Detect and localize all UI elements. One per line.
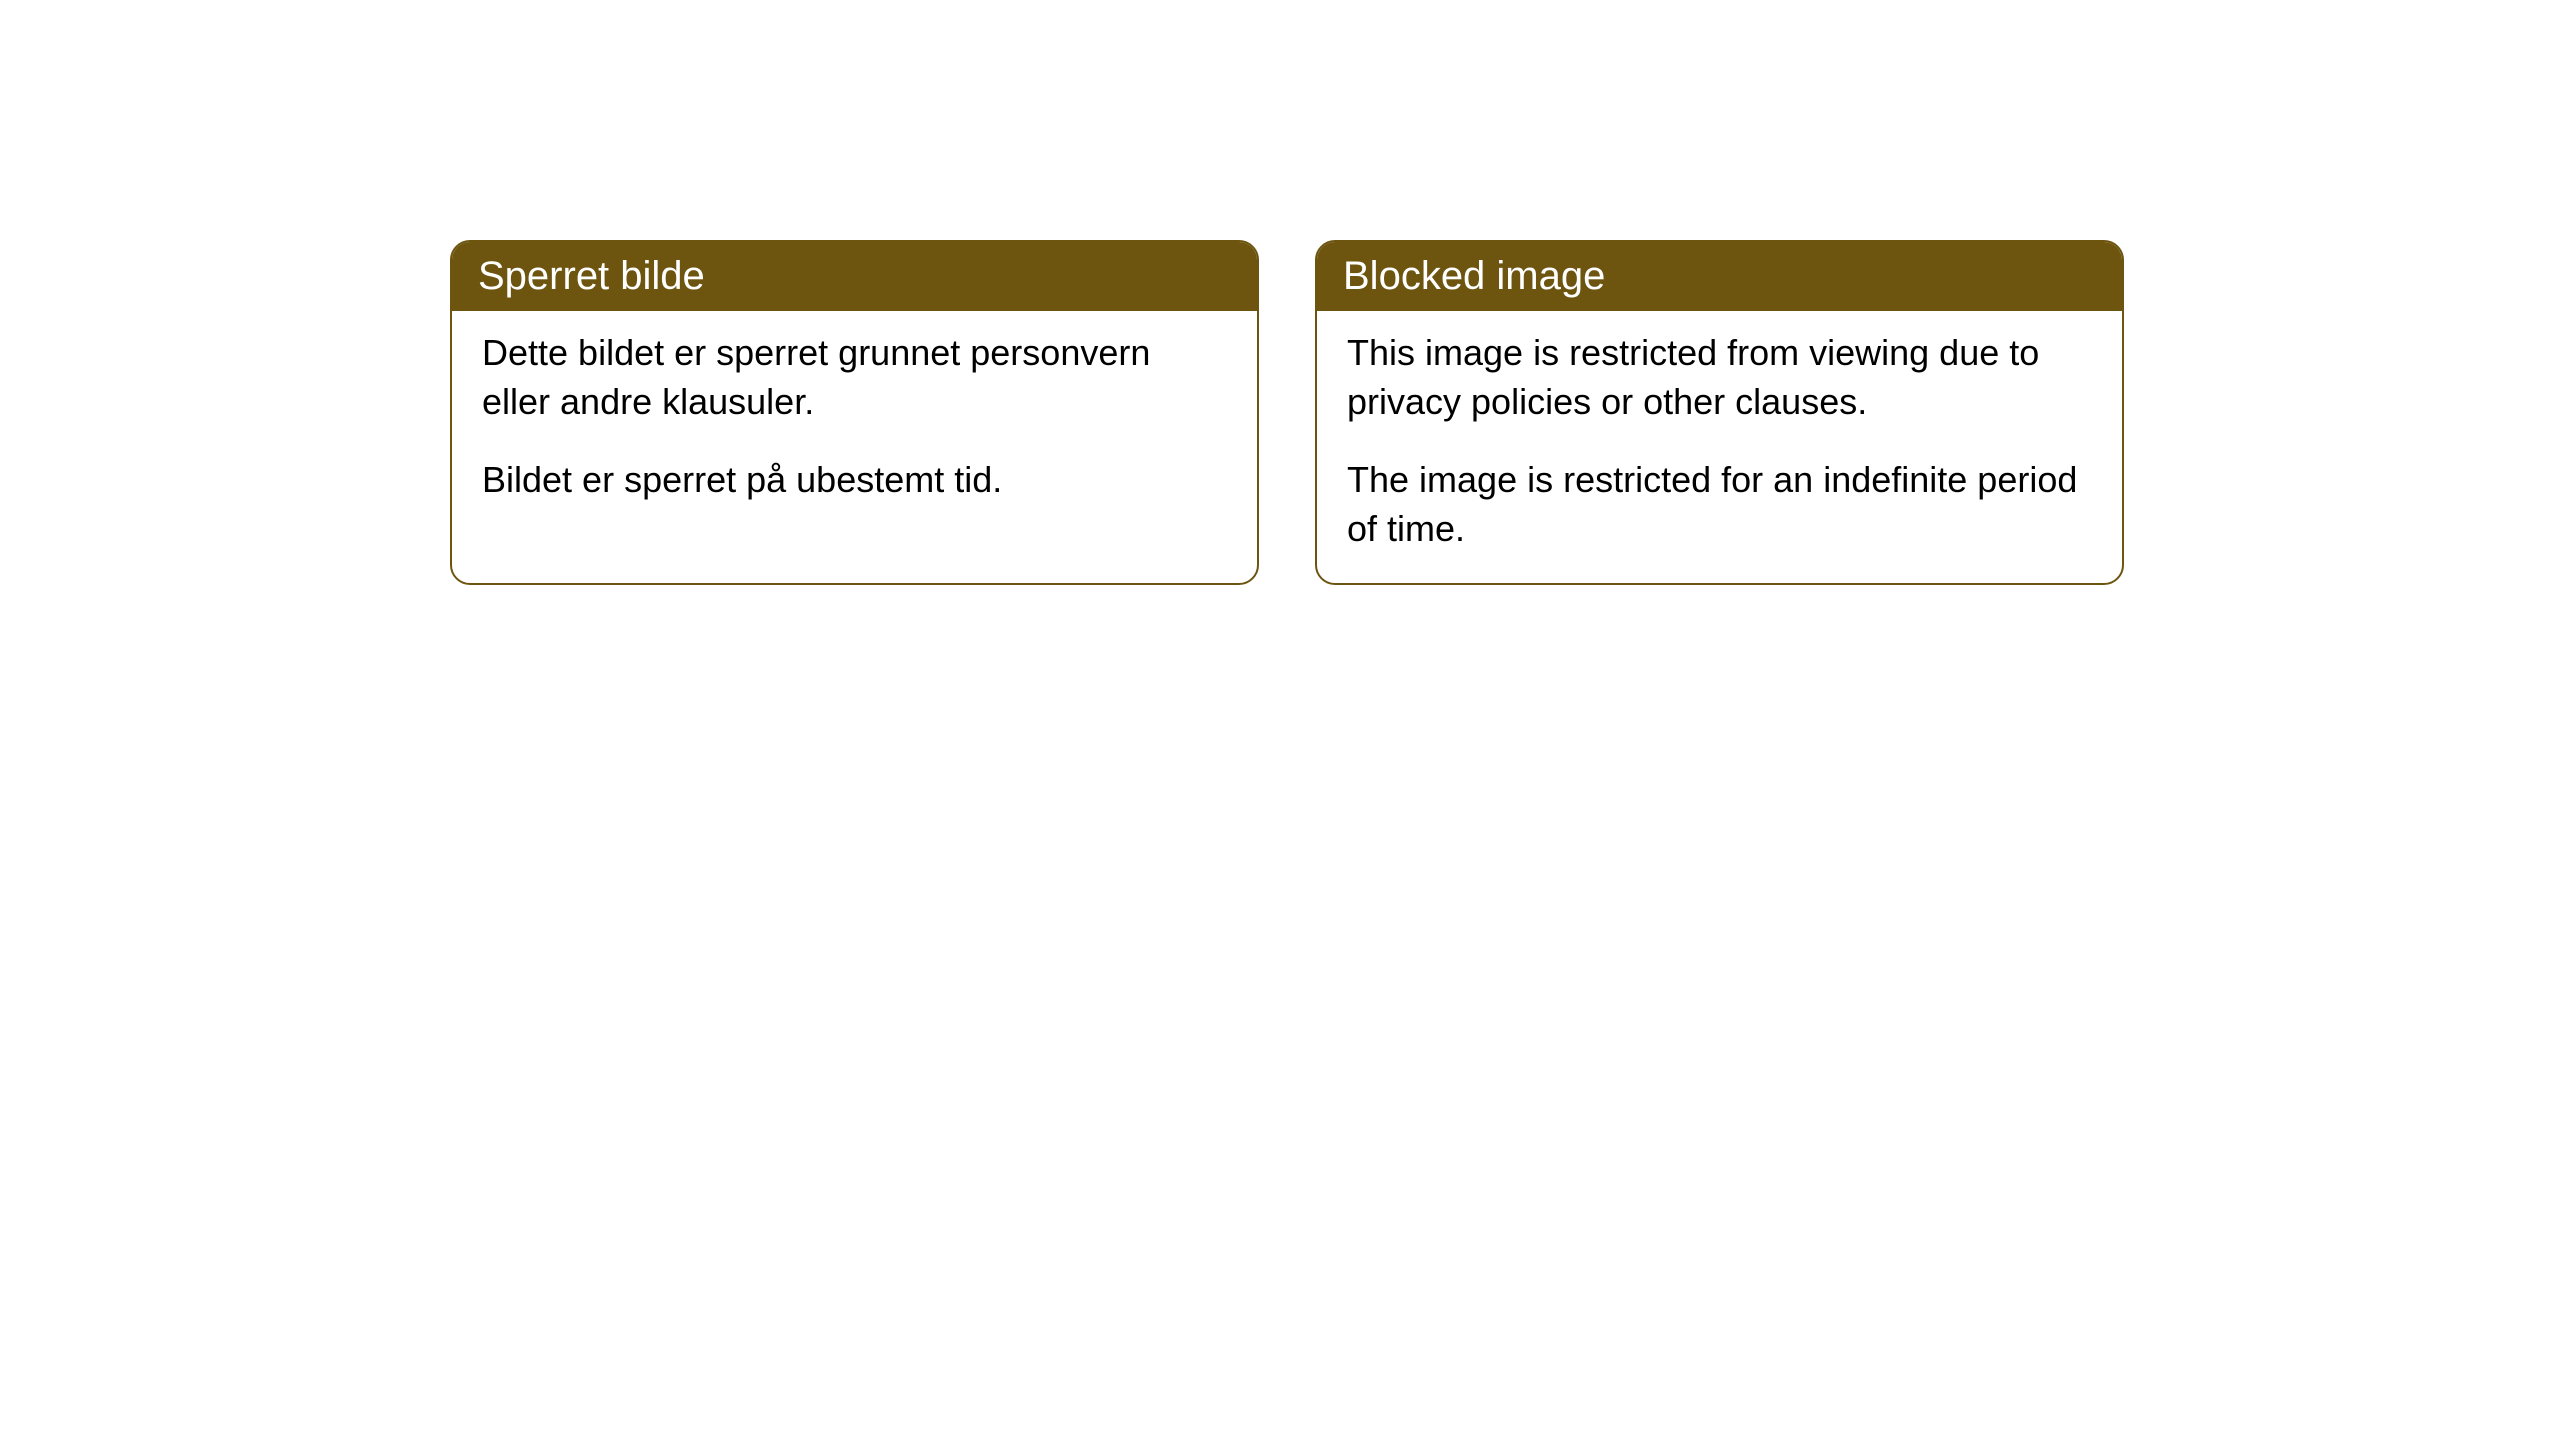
- notice-card-english: Blocked image This image is restricted f…: [1315, 240, 2124, 585]
- card-header: Sperret bilde: [452, 242, 1257, 311]
- card-paragraph-2: The image is restricted for an indefinit…: [1347, 456, 2092, 553]
- card-header: Blocked image: [1317, 242, 2122, 311]
- card-paragraph-1: This image is restricted from viewing du…: [1347, 329, 2092, 426]
- card-body: This image is restricted from viewing du…: [1317, 311, 2122, 583]
- card-body: Dette bildet er sperret grunnet personve…: [452, 311, 1257, 535]
- notice-cards-container: Sperret bilde Dette bildet er sperret gr…: [0, 0, 2560, 585]
- card-paragraph-1: Dette bildet er sperret grunnet personve…: [482, 329, 1227, 426]
- notice-card-norwegian: Sperret bilde Dette bildet er sperret gr…: [450, 240, 1259, 585]
- card-title: Sperret bilde: [478, 254, 705, 298]
- card-paragraph-2: Bildet er sperret på ubestemt tid.: [482, 456, 1227, 505]
- card-title: Blocked image: [1343, 254, 1605, 298]
